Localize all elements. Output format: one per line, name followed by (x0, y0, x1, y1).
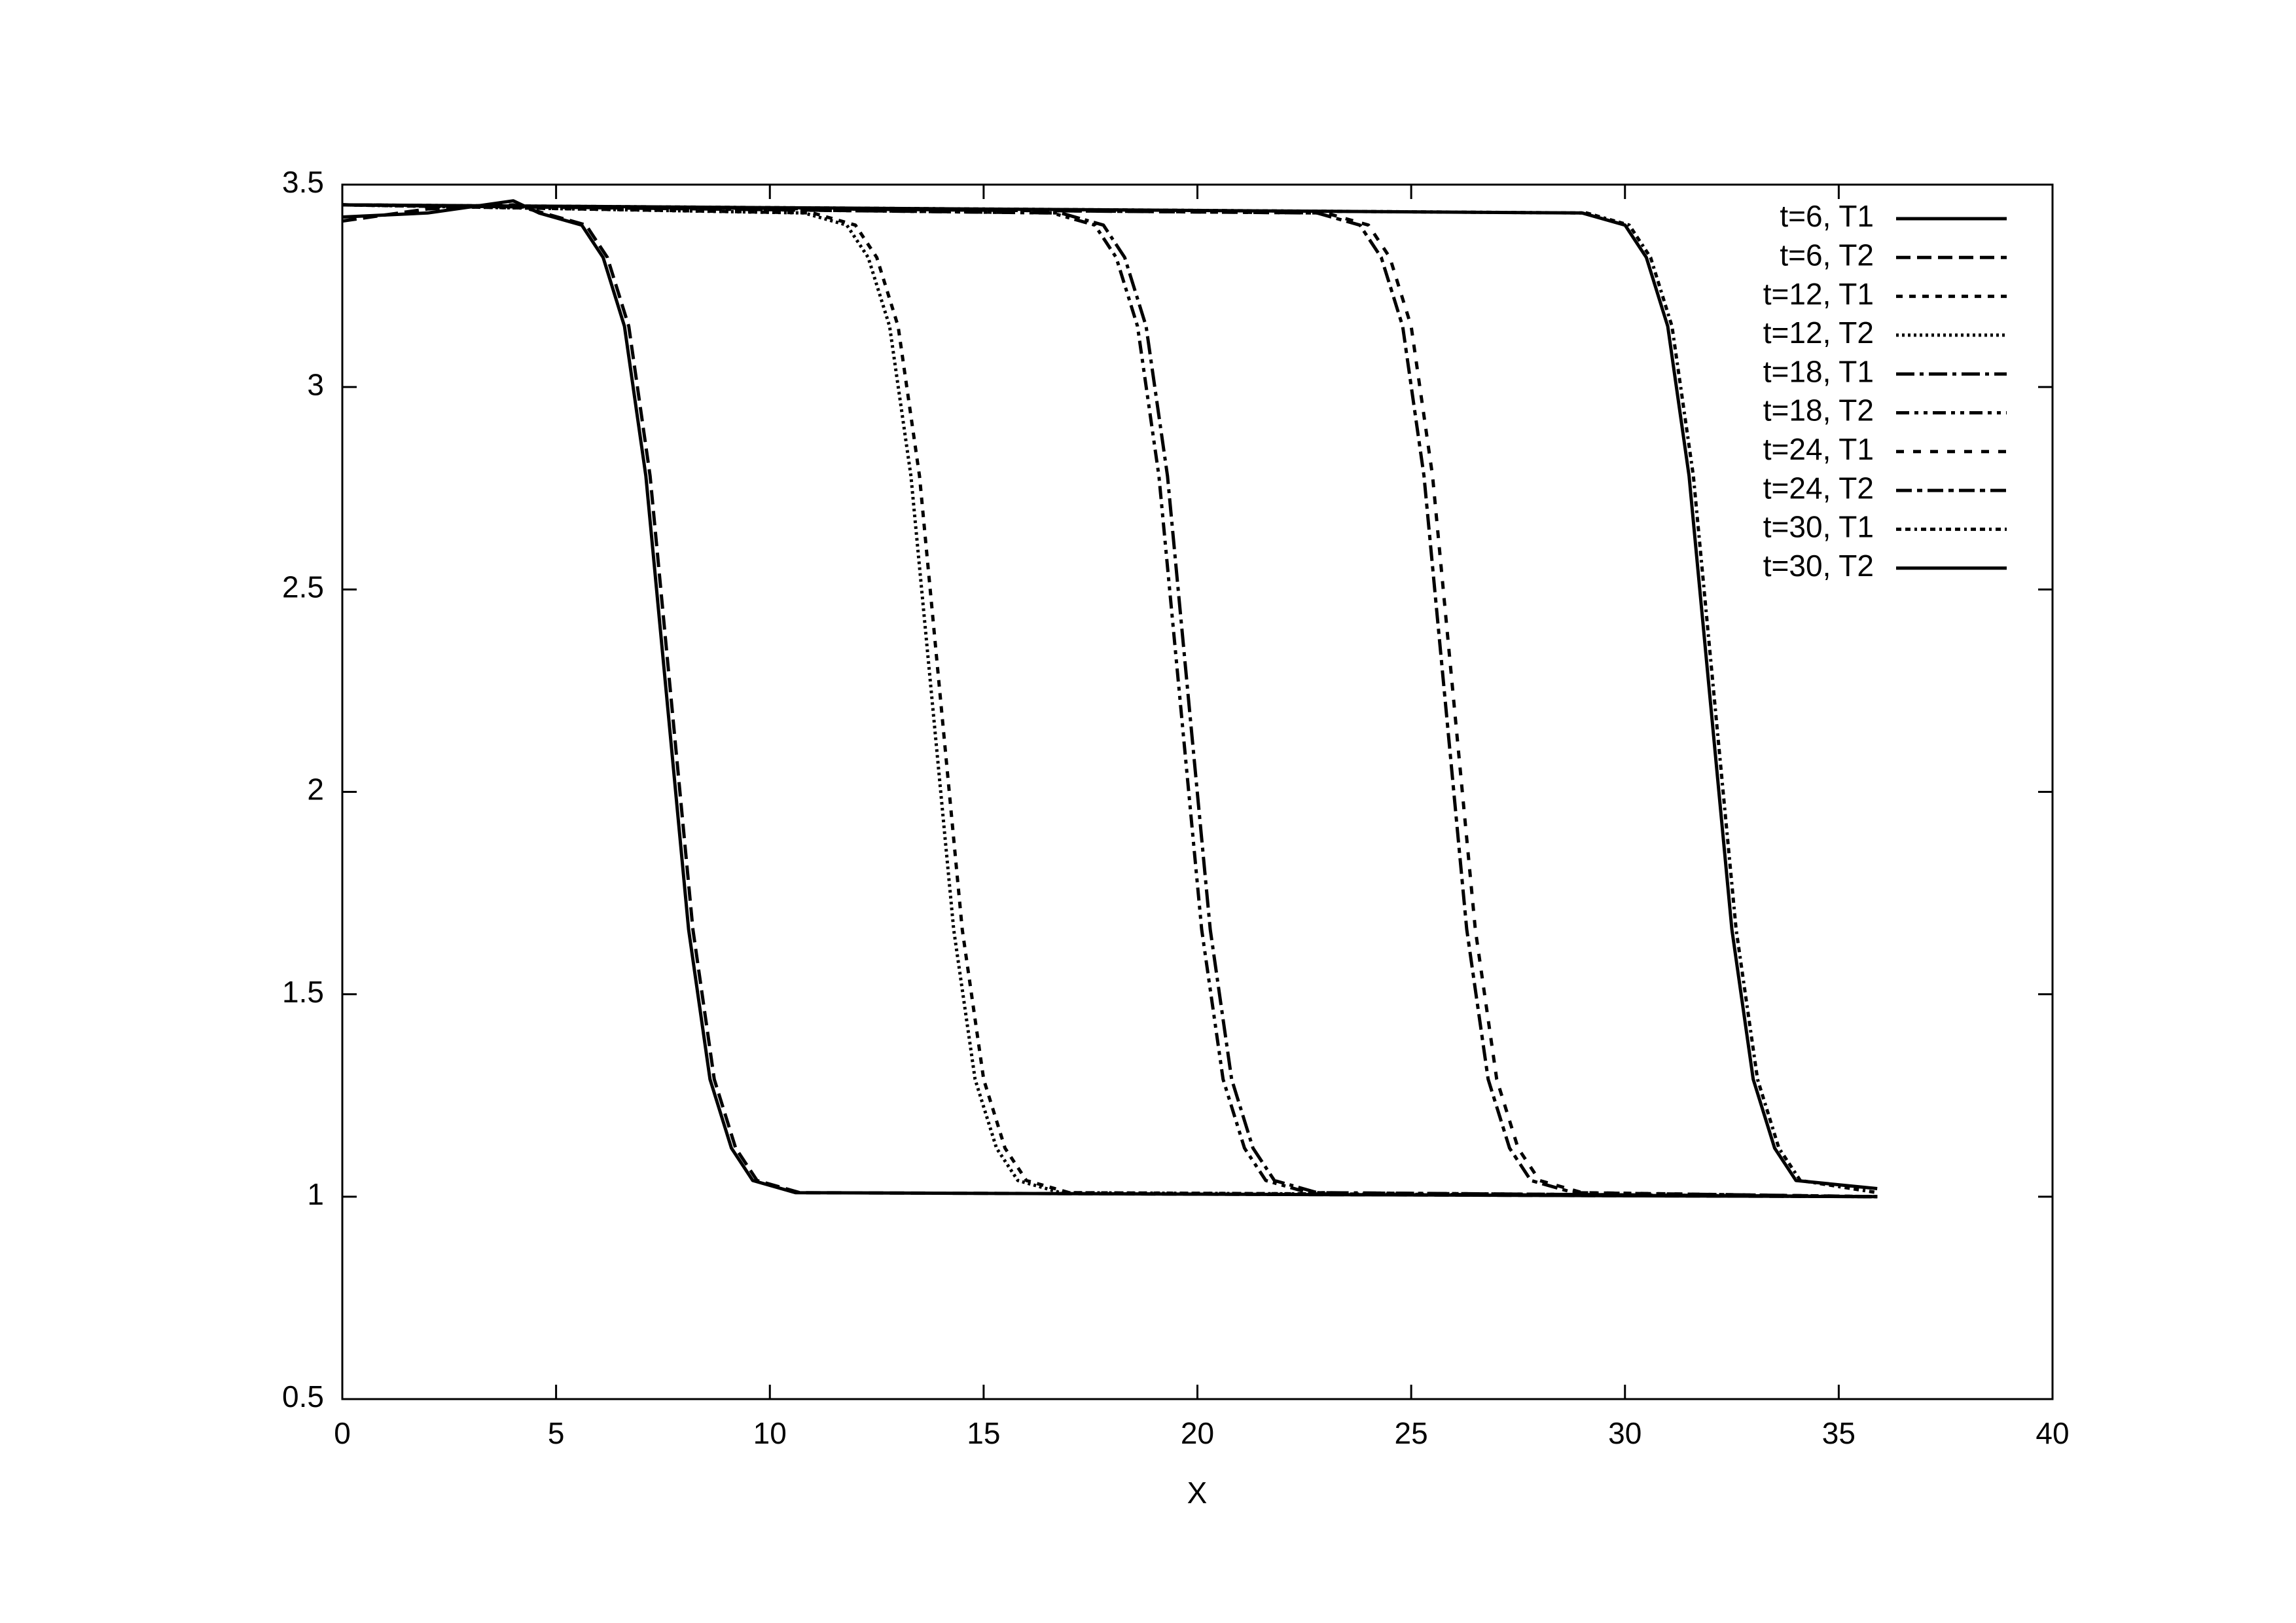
y-tick-label: 2.5 (282, 570, 324, 604)
x-tick-label: 30 (1608, 1416, 1641, 1450)
legend-label: t=24, T1 (1763, 432, 1874, 466)
legend-label: t=12, T2 (1763, 316, 1874, 350)
y-tick-label: 1 (307, 1177, 324, 1211)
y-tick-label: 3.5 (282, 165, 324, 199)
x-tick-label: 0 (334, 1416, 351, 1450)
series-line (342, 203, 1878, 1199)
x-tick-label: 25 (1395, 1416, 1428, 1450)
legend-label: t=18, T1 (1763, 354, 1874, 388)
x-tick-label: 20 (1181, 1416, 1214, 1450)
x-tick-label: 10 (753, 1416, 787, 1450)
x-tick-label: 15 (967, 1416, 1000, 1450)
series-line (342, 203, 1878, 1199)
legend-label: t=30, T2 (1763, 549, 1874, 583)
series-line (342, 203, 1878, 1199)
legend-label: t=6, T1 (1780, 199, 1874, 233)
y-tick-label: 3 (307, 367, 324, 401)
legend-label: t=24, T2 (1763, 471, 1874, 505)
legend-label: t=30, T1 (1763, 510, 1874, 544)
series-line (342, 203, 1878, 1199)
y-tick-label: 0.5 (282, 1379, 324, 1413)
legend-label: t=6, T2 (1780, 238, 1874, 272)
x-axis-label: X (1187, 1476, 1208, 1510)
y-tick-label: 1.5 (282, 975, 324, 1009)
series-line (342, 203, 1878, 1199)
y-tick-label: 2 (307, 773, 324, 807)
plot-frame (341, 183, 2054, 1400)
legend-label: t=12, T1 (1763, 277, 1874, 311)
series-line (342, 203, 1878, 1190)
legend-label: t=18, T2 (1763, 393, 1874, 428)
x-tick-label: 40 (2036, 1416, 2069, 1450)
x-tick-label: 5 (548, 1416, 565, 1450)
x-tick-label: 35 (1822, 1416, 1856, 1450)
series-line (342, 203, 1878, 1199)
series-line (342, 203, 1878, 1199)
